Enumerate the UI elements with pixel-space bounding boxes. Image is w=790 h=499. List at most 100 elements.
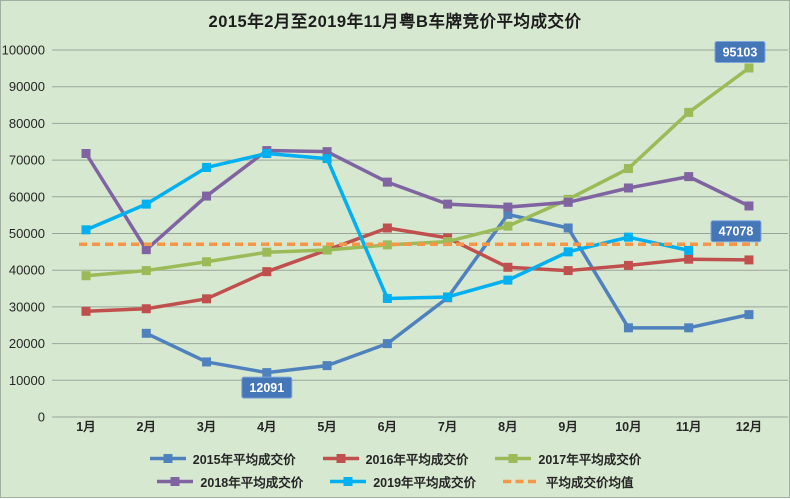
- x-axis-tick-label: 4月: [257, 420, 276, 434]
- y-axis-tick-label: 70000: [9, 153, 45, 168]
- y-axis-tick-label: 0: [38, 410, 45, 425]
- legend-label: 2019年平均成交价: [373, 476, 477, 490]
- series-2017年平均成交价: [81, 63, 754, 281]
- data-point-marker: [623, 164, 633, 174]
- y-axis-tick-label: 40000: [9, 263, 45, 278]
- x-axis-tick-label: 7月: [438, 420, 457, 434]
- series-2018年平均成交价: [81, 146, 754, 255]
- chart-legend: 2015年平均成交价 2016年平均成交价 2017年平均成交价 2018年平均成交价…: [1, 447, 789, 493]
- data-point-marker: [81, 271, 91, 281]
- legend-marker-icon: [157, 477, 194, 486]
- x-axis-tick-label: 5月: [317, 420, 336, 434]
- x-axis-tick-label: 3月: [197, 420, 216, 434]
- data-point-marker: [81, 148, 91, 158]
- y-axis-tick-label: 20000: [9, 336, 45, 351]
- data-point-marker: [443, 199, 453, 209]
- data-point-marker: [684, 323, 694, 333]
- x-axis-tick-label: 2月: [137, 420, 156, 434]
- legend-item-2018年平均成交价: 2018年平均成交价: [156, 472, 303, 491]
- y-axis-tick-label: 80000: [9, 116, 45, 131]
- data-label-badge: 47078: [710, 220, 762, 243]
- data-point-marker: [623, 183, 633, 193]
- y-axis-tick-label: 10000: [9, 373, 45, 388]
- data-point-marker: [443, 292, 453, 302]
- legend-marker-icon: [503, 479, 540, 484]
- data-point-marker: [503, 209, 513, 219]
- legend-row: 2015年平均成交价 2016年平均成交价 2017年平均成交价: [1, 447, 789, 470]
- data-point-marker: [503, 262, 513, 272]
- data-point-marker: [382, 240, 392, 250]
- legend-item-2015年平均成交价: 2015年平均成交价: [149, 449, 296, 468]
- y-axis-tick-label: 60000: [9, 189, 45, 204]
- data-point-marker: [744, 255, 754, 265]
- legend-label: 2017年平均成交价: [538, 453, 642, 467]
- data-point-marker: [262, 267, 272, 277]
- data-point-marker: [141, 199, 151, 209]
- legend-marker-icon: [330, 477, 367, 486]
- data-point-marker: [322, 154, 332, 164]
- data-point-marker: [141, 328, 151, 338]
- legend-row: 2018年平均成交价 2019年平均成交价 平均成交价均值: [1, 470, 789, 493]
- data-point-marker: [563, 266, 573, 276]
- svg-text:12091: 12091: [249, 381, 284, 395]
- data-point-marker: [81, 306, 91, 316]
- data-point-marker: [202, 357, 212, 367]
- y-axis-tick-label: 100000: [2, 43, 45, 58]
- data-point-marker: [503, 275, 513, 285]
- data-point-marker: [382, 223, 392, 233]
- data-point-marker: [141, 266, 151, 276]
- data-point-marker: [563, 223, 573, 233]
- y-axis-tick-label: 50000: [9, 226, 45, 241]
- data-point-marker: [623, 260, 633, 270]
- gridlines: 0 10000 20000 30000 40000 50000 60000 70000 8000…: [2, 43, 788, 425]
- data-point-marker: [202, 191, 212, 201]
- data-point-marker: [141, 245, 151, 255]
- data-point-marker: [141, 304, 151, 314]
- data-point-marker: [563, 247, 573, 257]
- data-point-marker: [684, 172, 694, 182]
- data-point-marker: [322, 361, 332, 371]
- data-point-marker: [202, 257, 212, 267]
- data-point-marker: [503, 221, 513, 231]
- legend-label: 2015年平均成交价: [192, 453, 296, 467]
- x-axis-labels: 1月 2月 3月 4月 5月 6月 7月 8月 9月 10月 11月 12月: [76, 420, 762, 434]
- data-point-marker: [503, 202, 513, 212]
- x-axis-tick-label: 1月: [76, 420, 95, 434]
- data-point-marker: [202, 162, 212, 172]
- chart-title: 2015年2月至2019年11月粤B车牌竞价平均成交价: [208, 13, 582, 31]
- legend-item-2019年平均成交价: 2019年平均成交价: [329, 472, 476, 491]
- data-point-marker: [382, 177, 392, 187]
- x-axis-tick-label: 9月: [558, 420, 577, 434]
- data-point-marker: [262, 247, 272, 257]
- legend-marker-icon: [322, 454, 359, 463]
- series-2019年平均成交价: [81, 148, 694, 303]
- data-point-marker: [443, 237, 453, 247]
- data-point-marker: [744, 201, 754, 211]
- data-point-marker: [623, 232, 633, 242]
- data-point-marker: [322, 147, 332, 157]
- x-axis-tick-label: 12月: [736, 420, 762, 434]
- legend-label: 平均成交价均值: [546, 476, 634, 490]
- data-point-marker: [684, 254, 694, 264]
- legend-label: 2018年平均成交价: [200, 476, 304, 490]
- data-point-marker: [744, 63, 754, 73]
- legend-item-平均成交价均值: 平均成交价均值: [502, 472, 634, 491]
- legend-item-2016年平均成交价: 2016年平均成交价: [322, 449, 469, 468]
- data-point-marker: [684, 107, 694, 117]
- data-point-marker: [81, 225, 91, 235]
- legend-marker-icon: [149, 454, 186, 463]
- svg-text:95103: 95103: [723, 45, 758, 59]
- legend-label: 2016年平均成交价: [365, 453, 469, 467]
- data-point-marker: [382, 293, 392, 303]
- data-point-marker: [262, 148, 272, 158]
- data-point-marker: [744, 310, 754, 320]
- data-point-marker: [382, 339, 392, 349]
- data-point-marker: [322, 245, 332, 255]
- data-point-marker: [262, 368, 272, 378]
- data-label-badge: 12091: [241, 376, 293, 399]
- data-point-marker: [202, 294, 212, 304]
- data-point-marker: [563, 197, 573, 207]
- x-axis-tick-label: 10月: [615, 420, 641, 434]
